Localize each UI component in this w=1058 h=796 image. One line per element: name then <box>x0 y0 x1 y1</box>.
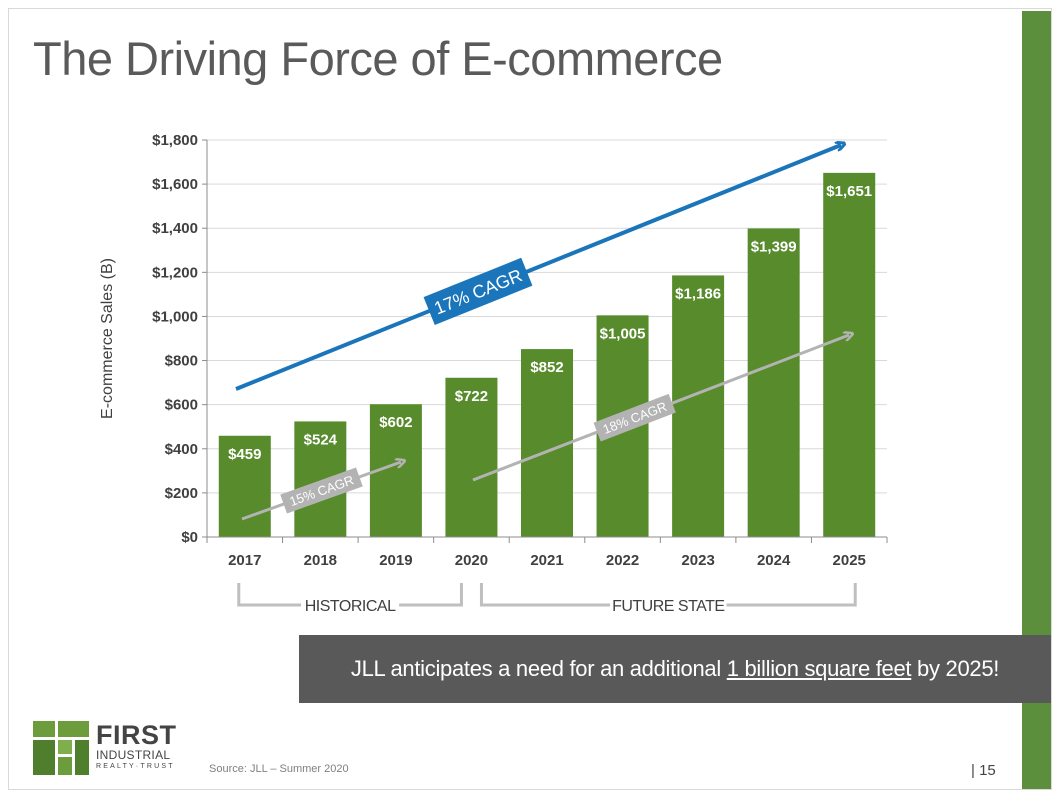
y-tick-label: $400 <box>165 441 198 458</box>
data-label: $459 <box>228 446 261 463</box>
data-label: $722 <box>455 388 488 405</box>
x-tick-label: 2023 <box>681 552 714 569</box>
logo-name: FIRST <box>96 720 177 750</box>
callout-prefix: JLL anticipates a need for an additional <box>350 656 727 681</box>
y-tick-label: $1,400 <box>152 220 198 237</box>
x-tick-label: 2018 <box>304 552 337 569</box>
bracket-line <box>726 583 857 607</box>
bar <box>747 228 800 537</box>
slide: The Driving Force of E-commerce $0 $200 $4… <box>8 8 1052 790</box>
logo-line2: INDUSTRIAL <box>96 748 171 762</box>
x-tick-label: 2019 <box>379 552 412 569</box>
page-number: | 15 <box>971 762 996 779</box>
group-label: HISTORICAL <box>305 598 396 615</box>
y-tick-label: $200 <box>165 485 198 502</box>
y-tick-label: $1,000 <box>152 308 198 325</box>
overall-cagr-arrow <box>235 145 841 391</box>
bar <box>672 275 725 537</box>
bar <box>218 435 271 537</box>
x-tick-label: 2022 <box>606 552 639 569</box>
callout-emphasis: 1 billion square feet <box>726 656 912 681</box>
callout-banner: JLL anticipates a need for an additional… <box>299 635 1051 703</box>
y-tick-label: $600 <box>165 397 198 414</box>
source-note: Source: JLL – Summer 2020 <box>209 763 349 775</box>
y-tick-label: $1,200 <box>152 264 198 281</box>
overall-cagr-label-box <box>423 257 533 326</box>
bracket-line <box>479 583 611 607</box>
logo-mark-icon <box>33 721 89 775</box>
data-label: $1,399 <box>751 238 797 255</box>
data-label: $1,651 <box>826 183 872 200</box>
data-label: $1,005 <box>600 325 646 342</box>
x-tick-label: 2021 <box>530 552 563 569</box>
logo-wordmark: FIRST INDUSTRIAL REALTY·TRUST <box>96 721 177 772</box>
y-tick-label: $1,600 <box>152 176 198 193</box>
logo-line3: REALTY·TRUST <box>96 763 175 770</box>
y-tick-label: $0 <box>181 529 198 546</box>
y-tick-label: $800 <box>165 353 198 370</box>
y-axis-title: E-commerce Sales (B) <box>99 258 116 419</box>
x-tick-label: 2025 <box>833 552 866 569</box>
x-tick-label: 2017 <box>228 552 261 569</box>
ecommerce-sales-chart: $0 $200 $400 $600 $800 $1,000 $1,200 $1,400 $1,6… <box>99 132 888 615</box>
x-tick-label: 2024 <box>757 552 791 569</box>
company-logo: FIRST INDUSTRIAL REALTY·TRUST <box>33 721 203 777</box>
data-label: $524 <box>304 431 338 448</box>
historical-cagr-label-box <box>280 467 363 514</box>
overall-cagr-label-group: 17% CAGR <box>423 257 533 326</box>
y-tick-label: $1,800 <box>152 132 198 149</box>
future-cagr-label-box <box>593 393 676 442</box>
callout-suffix: by 2025! <box>911 656 1000 681</box>
data-label: $1,186 <box>675 285 721 302</box>
group-label: FUTURE STATE <box>612 598 725 615</box>
page-title: The Driving Force of E-commerce <box>33 32 723 85</box>
bar <box>521 349 573 537</box>
bar <box>823 172 876 537</box>
bracket-line <box>237 583 302 607</box>
data-label: $852 <box>530 359 563 376</box>
bracket-line <box>399 583 463 607</box>
data-label: $602 <box>379 414 412 431</box>
bar <box>445 377 498 537</box>
x-tick-label: 2020 <box>455 552 488 569</box>
